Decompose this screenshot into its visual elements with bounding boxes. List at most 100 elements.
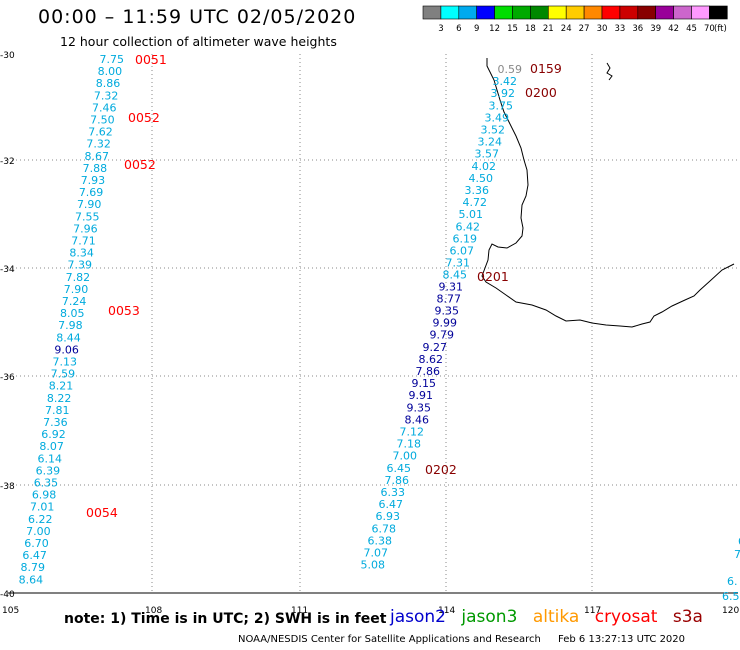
wave-height-value: 6.33 [381, 486, 406, 499]
satellite-legend: jason2 jason3 altika cryosat s3a [390, 607, 713, 627]
wave-height-value: 6.92 [41, 428, 66, 441]
pass-time-label: 0200 [525, 85, 557, 100]
australia-coastline [481, 58, 735, 328]
latitude-tick-label: -40 [0, 590, 15, 600]
wave-height-fragment: 6. [727, 575, 738, 588]
satellite-cryosat: cryosat [594, 607, 658, 627]
color-bin-label: 21 [543, 24, 554, 34]
wave-height-value: 7.07 [364, 547, 389, 560]
wave-height-value: 8.21 [49, 380, 74, 393]
wave-height-value: 7.59 [51, 368, 76, 381]
wave-height-value: 6.42 [456, 220, 481, 233]
wave-height-value: 6.39 [36, 464, 61, 477]
wave-height-value: 9.35 [407, 401, 432, 414]
wave-height-value: 8.46 [405, 413, 430, 426]
wave-height-value: 7.69 [79, 186, 104, 199]
color-bin-label: 18 [525, 24, 536, 34]
color-bin-label: 9 [474, 24, 479, 34]
wave-height-value: 6.35 [34, 477, 59, 490]
wave-height-value: 7.32 [86, 138, 111, 151]
wave-height-value: 3.75 [489, 99, 514, 112]
generation-timestamp: Feb 6 13:27:13 UTC 2020 [558, 634, 686, 645]
wave-height-value: 7.90 [64, 283, 89, 296]
color-bin-label: 15 [507, 24, 518, 34]
wave-height-value: 8.77 [437, 292, 462, 305]
wave-height-fragment: 6.5 [722, 590, 740, 603]
credit-line: NOAA/NESDIS Center for Satellite Applica… [238, 634, 685, 645]
pass-time-label: 0052 [124, 157, 156, 172]
wave-height-value: 7.62 [88, 126, 113, 139]
wave-height-value: 6.70 [24, 537, 49, 550]
wave-height-value: 7.00 [393, 450, 418, 463]
color-bin-label: 45 [686, 24, 697, 34]
wave-height-value: 6.38 [368, 534, 393, 547]
wave-height-value: 8.44 [56, 331, 81, 344]
color-bin-label: 33 [614, 24, 625, 34]
color-bin-16 [709, 5, 728, 20]
longitude-tick-label: 105 [2, 606, 19, 616]
wave-height-value: 7.36 [43, 416, 68, 429]
wave-height-value: 8.86 [96, 77, 121, 90]
wave-height-value: 6.93 [376, 510, 401, 523]
wave-height-value: 6.47 [22, 549, 47, 562]
page-title: 00:00 – 11:59 UTC 02/05/2020 [38, 6, 357, 28]
wave-height-value: 7.55 [75, 210, 100, 223]
note-text: note: 1) Time is in UTC; 2) SWH is in fe… [64, 611, 387, 627]
longitude-tick-label: 111 [291, 606, 308, 616]
wave-height-value: 5.08 [361, 559, 386, 572]
color-bin-label: 27 [579, 24, 590, 34]
wave-height-value: 3.42 [493, 75, 518, 88]
wave-height-value: 7.93 [81, 174, 106, 187]
wave-height-value: 9.99 [433, 317, 458, 330]
wave-height-value: 6.78 [372, 522, 397, 535]
pass-time-label: 0053 [108, 303, 140, 318]
satellite-s3a: s3a [672, 607, 703, 627]
wave-height-fragment: 6 [738, 535, 740, 548]
wave-height-value: 7.24 [62, 295, 87, 308]
pass-time-label: 0051 [135, 52, 167, 67]
latitude-tick-label: -34 [0, 265, 15, 275]
wave-height-value: 7.13 [53, 356, 78, 369]
latitude-tick-label: -36 [0, 373, 15, 383]
wave-height-value: 5.01 [459, 208, 484, 221]
color-scale-legend: 3 6 9 12 15 18 21 24 27 30 33 36 39 42 45 70 (ft) [422, 5, 728, 34]
wave-height-value: 6.45 [387, 462, 412, 475]
color-bin-label: 70 [704, 24, 715, 34]
wave-height-value: 7.82 [66, 271, 91, 284]
wave-height-value: 8.07 [39, 440, 64, 453]
credit-text: NOAA/NESDIS Center for Satellite Applica… [238, 634, 541, 645]
color-bin-label: 6 [456, 24, 461, 34]
coastline-islet [606, 62, 613, 81]
wave-height-value: 9.91 [409, 389, 434, 402]
wave-height-value: 9.15 [412, 377, 437, 390]
wave-height-value: 7.86 [416, 365, 441, 378]
color-scale-unit: (ft) [714, 24, 727, 34]
color-bin-label: 3 [438, 24, 443, 34]
pass-time-label: 0159 [530, 61, 562, 76]
wave-height-value: 8.64 [19, 573, 44, 586]
satellite-jason2: jason2 [390, 607, 446, 627]
wave-height-value: 7.71 [71, 235, 96, 248]
longitude-tick-label: 117 [584, 606, 601, 616]
wave-height-value: 8.62 [419, 353, 444, 366]
wave-height-value: 7.18 [397, 438, 422, 451]
wave-height-value: 8.00 [98, 65, 123, 78]
wave-height-value: 0.59 [498, 63, 523, 76]
wave-height-value: 7.00 [26, 525, 51, 538]
pass-time-label: 0201 [477, 269, 509, 284]
wave-height-value: 7.39 [68, 259, 93, 272]
wave-height-value: 4.50 [469, 172, 494, 185]
wave-height-value: 9.35 [435, 305, 460, 318]
lat-lon-grid [8, 54, 738, 594]
wave-height-value: 7.88 [83, 162, 108, 175]
wave-height-value: 7.96 [73, 222, 98, 235]
wave-height-value: 7.46 [92, 101, 117, 114]
latitude-tick-label: -32 [0, 157, 15, 167]
wave-height-value: 9.79 [430, 329, 455, 342]
wave-height-value: 7.81 [45, 404, 70, 417]
longitude-tick-label: 114 [438, 606, 455, 616]
longitude-tick-label: 108 [145, 606, 162, 616]
wave-height-value: 8.34 [69, 247, 94, 260]
wave-height-value: 6.14 [37, 452, 62, 465]
satellite-altika: altika [532, 607, 580, 627]
